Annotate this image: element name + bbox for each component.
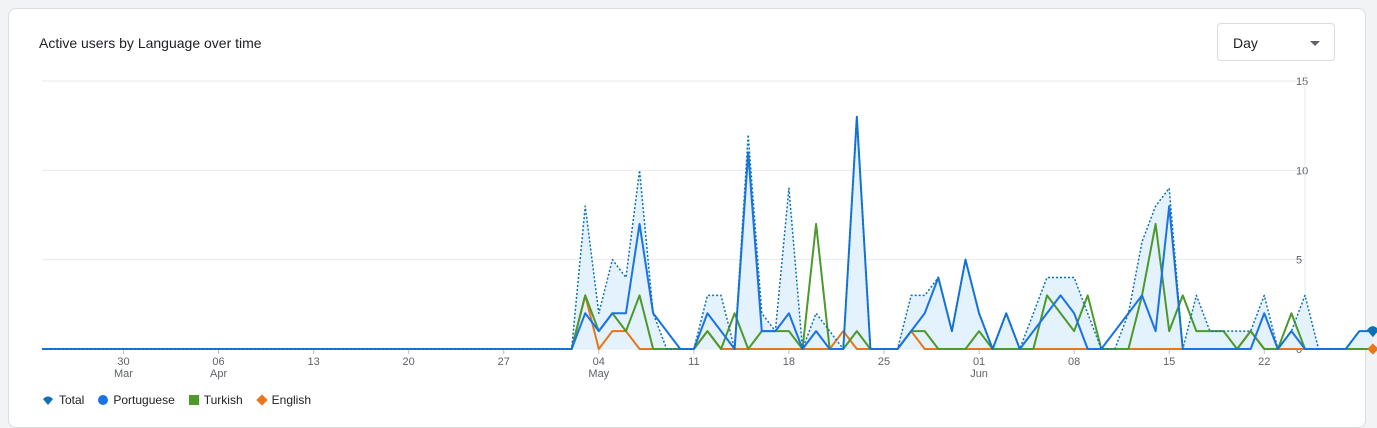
x-tick-label: 18 [783, 356, 795, 368]
legend-item-total[interactable]: Total [42, 393, 84, 407]
x-tick-label: 27 [498, 356, 510, 368]
total-area [42, 116, 1373, 349]
x-tick-label: 15 [1163, 356, 1175, 368]
legend-label-total: Total [59, 393, 85, 407]
chart-title: Active users by Language over time [39, 35, 262, 51]
dropdown-value: Day [1233, 35, 1258, 51]
x-tick-sublabel: Jun [970, 368, 988, 380]
y-tick-label: 5 [1296, 255, 1302, 267]
x-tick-label: 30 [117, 356, 129, 368]
legend-item-english[interactable]: English [255, 393, 312, 407]
x-tick-label: 08 [1068, 356, 1080, 368]
legend-english-icon [255, 394, 268, 406]
english-end-marker [1367, 343, 1377, 355]
legend-label-turkish: Turkish [203, 393, 243, 407]
y-tick-label: 15 [1296, 76, 1308, 88]
series-line-total [42, 115, 1373, 350]
x-tick-sublabel: Mar [114, 368, 133, 380]
legend-item-portuguese[interactable]: Portuguese [98, 393, 175, 407]
legend-label-portuguese: Portuguese [113, 393, 175, 407]
x-tick-label: 20 [403, 356, 415, 368]
granularity-dropdown[interactable]: Day [1217, 23, 1335, 61]
chart-legend: Total Portuguese Turkish English [42, 393, 311, 407]
legend-turkish-icon [188, 395, 199, 405]
legend-portuguese-icon [98, 395, 109, 405]
x-tick-label: 13 [307, 356, 319, 368]
x-tick-label: 06 [212, 356, 224, 368]
legend-item-turkish[interactable]: Turkish [188, 393, 243, 407]
x-tick-label: 22 [1258, 356, 1270, 368]
legend-label-english: English [271, 393, 312, 407]
x-tick-sublabel: May [588, 368, 609, 380]
legend-total-icon [43, 396, 53, 405]
x-tick-label: 11 [688, 356, 699, 368]
total-end-marker [1366, 326, 1377, 338]
chevron-down-icon [1310, 41, 1320, 46]
x-tick-label: 04 [593, 356, 605, 368]
x-tick-sublabel: Apr [210, 368, 227, 380]
y-tick-label: 10 [1296, 165, 1308, 177]
x-tick-label: 01 [973, 356, 985, 368]
x-tick-label: 25 [878, 356, 890, 368]
chart-card: Active users by Language over time Day [8, 8, 1366, 428]
